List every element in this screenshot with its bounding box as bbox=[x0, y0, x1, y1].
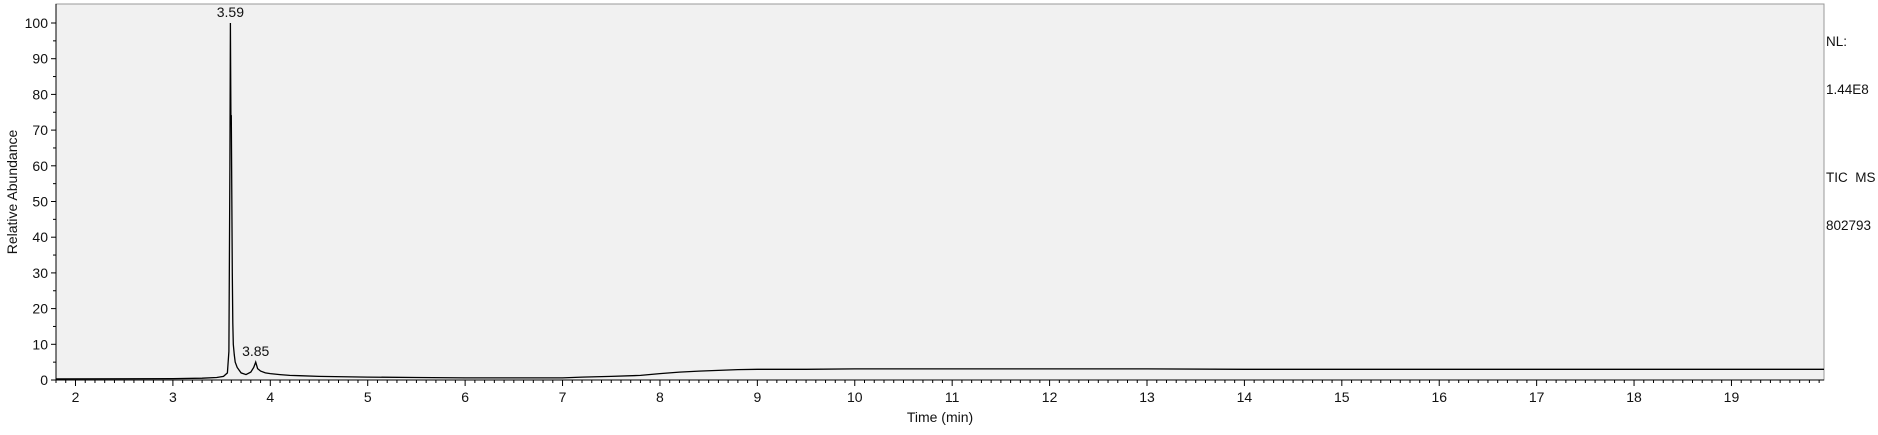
nl-label: NL: bbox=[1826, 34, 1848, 49]
y-tick-label: 90 bbox=[32, 51, 48, 67]
x-tick-label: 17 bbox=[1529, 389, 1545, 405]
y-tick-label: 70 bbox=[32, 122, 48, 138]
x-tick-label: 14 bbox=[1237, 389, 1253, 405]
y-tick-label: 20 bbox=[32, 301, 48, 317]
peak-labels: 3.59 3.85 bbox=[217, 4, 270, 359]
trace-type: TIC MS bbox=[1826, 170, 1876, 185]
x-tick-label: 19 bbox=[1724, 389, 1740, 405]
peak-label: 3.85 bbox=[242, 343, 269, 359]
y-tick-label: 30 bbox=[32, 265, 48, 281]
x-tick-label: 9 bbox=[753, 389, 761, 405]
x-tick-label: 13 bbox=[1139, 389, 1155, 405]
trace-info: NL: 1.44E8 TIC MS 802793 bbox=[1826, 2, 1876, 250]
x-tick-label: 2 bbox=[72, 389, 80, 405]
y-tick-label: 100 bbox=[25, 15, 49, 31]
sample-id: 802793 bbox=[1826, 218, 1872, 233]
x-tick-label: 8 bbox=[656, 389, 664, 405]
y-tick-label: 50 bbox=[32, 194, 48, 210]
x-tick-label: 3 bbox=[169, 389, 177, 405]
y-tick-label: 80 bbox=[32, 86, 48, 102]
x-tick-label: 5 bbox=[364, 389, 372, 405]
x-axis: 2 3 4 5 6 7 8 9 10 11 12 13 14 15 16 17 18 19 bbox=[55, 379, 1824, 405]
x-tick-label: 12 bbox=[1042, 389, 1058, 405]
x-tick-label: 6 bbox=[461, 389, 469, 405]
y-tick-label: 40 bbox=[32, 229, 48, 245]
x-tick-label: 10 bbox=[847, 389, 863, 405]
x-tick-label: 7 bbox=[559, 389, 567, 405]
y-axis-label: Relative Abundance bbox=[4, 130, 20, 255]
x-tick-label: 16 bbox=[1431, 389, 1447, 405]
peak-label: 3.59 bbox=[217, 4, 244, 20]
plot-area bbox=[55, 3, 1825, 381]
y-tick-label: 0 bbox=[40, 372, 48, 388]
y-tick-label: 10 bbox=[32, 336, 48, 352]
x-tick-label: 18 bbox=[1626, 389, 1642, 405]
x-tick-label: 11 bbox=[945, 389, 960, 405]
y-axis: 0 10 20 30 40 50 60 70 80 90 100 bbox=[25, 4, 57, 388]
x-axis-label: Time (min) bbox=[907, 409, 973, 425]
x-tick-label: 15 bbox=[1334, 389, 1350, 405]
y-tick-label: 60 bbox=[32, 158, 48, 174]
x-tick-label: 4 bbox=[266, 389, 274, 405]
tic-trace-line bbox=[55, 22, 1824, 380]
nl-value: 1.44E8 bbox=[1826, 82, 1869, 97]
